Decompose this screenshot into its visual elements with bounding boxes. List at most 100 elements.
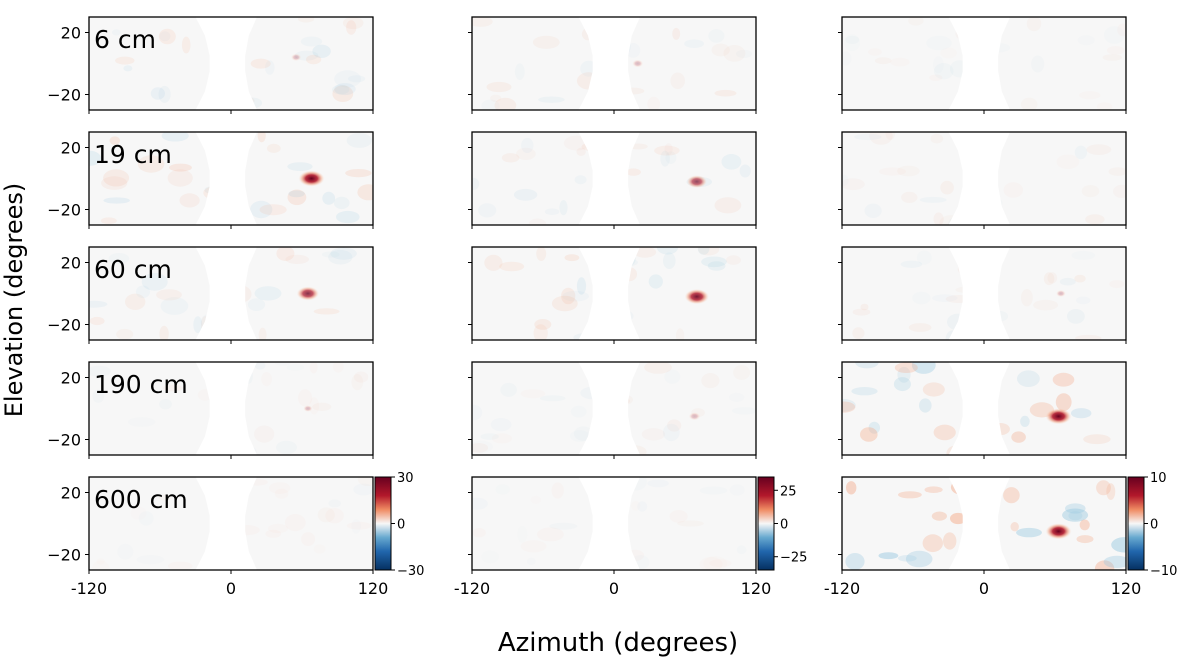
noise-blob — [1052, 372, 1075, 387]
noise-blob — [1057, 155, 1080, 170]
panel-r2-c2 — [838, 246, 1127, 344]
colorbar-tick-label: −25 — [780, 551, 807, 566]
noise-blob — [125, 293, 146, 310]
noise-blob — [265, 529, 282, 538]
x-tick-label: 0 — [226, 579, 236, 598]
hotspot — [688, 412, 701, 421]
noise-blob — [618, 395, 633, 405]
noise-blob — [89, 365, 112, 377]
noise-blob — [103, 197, 130, 204]
noise-blob — [898, 491, 922, 499]
noise-blob — [984, 96, 1002, 110]
noise-blob — [103, 169, 130, 187]
noise-blob — [983, 43, 1010, 53]
y-tick-label: 20 — [61, 369, 81, 388]
noise-blob — [551, 482, 564, 499]
noise-blob — [851, 387, 878, 396]
noise-blob — [332, 85, 354, 102]
noise-blob — [534, 319, 552, 330]
y-axis-label: Elevation (degrees) — [0, 182, 28, 418]
noise-blob — [312, 44, 331, 58]
noise-blob — [276, 440, 297, 455]
noise-blob — [916, 250, 932, 265]
noise-blob — [346, 133, 372, 148]
noise-blob — [662, 423, 680, 442]
noise-blob — [538, 96, 565, 103]
noise-blob — [730, 484, 745, 495]
noise-blob — [209, 390, 226, 407]
noise-blob — [667, 419, 682, 432]
noise-blob — [1107, 46, 1125, 55]
hotspot — [1056, 290, 1066, 297]
noise-blob — [179, 193, 200, 208]
noise-blob — [346, 521, 372, 530]
noise-blob — [332, 84, 350, 95]
noise-blob — [939, 215, 963, 225]
noise-blob — [644, 362, 672, 374]
noise-blob — [854, 133, 882, 141]
data-region-right — [998, 362, 1126, 455]
noise-blob — [1074, 145, 1088, 160]
noise-blob — [664, 143, 673, 156]
noise-blob — [610, 210, 631, 218]
noise-blob — [496, 484, 510, 494]
noise-blob — [890, 58, 909, 67]
noise-blob — [310, 361, 318, 373]
panel-r4-c0: 20 −20 -120 0 120 600 cm — [47, 476, 388, 598]
data-region-left — [842, 247, 963, 340]
noise-blob — [971, 194, 988, 210]
data-region-left — [89, 17, 210, 110]
noise-blob — [608, 28, 622, 35]
data-region-left — [472, 17, 593, 110]
noise-blob — [930, 133, 944, 144]
data-region-right — [628, 362, 756, 455]
noise-blob — [677, 520, 704, 527]
noise-blob — [733, 365, 751, 380]
noise-blob — [897, 555, 917, 562]
noise-blob — [1083, 434, 1111, 445]
noise-blob — [988, 198, 1003, 209]
noise-blob — [698, 247, 720, 256]
noise-blob — [701, 373, 720, 389]
noise-blob — [501, 153, 520, 163]
noise-blob — [980, 306, 994, 313]
noise-blob — [607, 309, 634, 323]
noise-blob — [670, 72, 685, 90]
noise-blob — [1096, 480, 1111, 496]
noise-blob — [300, 36, 323, 47]
row-label: 60 cm — [94, 255, 172, 284]
noise-blob — [621, 87, 645, 95]
panel-r3-c2 — [838, 361, 1127, 459]
noise-blob — [193, 316, 203, 334]
noise-blob — [878, 552, 899, 560]
noise-blob — [860, 427, 878, 442]
noise-blob — [160, 297, 189, 315]
noise-blob — [141, 272, 168, 291]
noise-blob — [250, 200, 273, 219]
noise-blob — [89, 300, 108, 308]
noise-blob — [1033, 299, 1059, 311]
noise-blob — [945, 330, 961, 340]
noise-blob — [894, 362, 918, 374]
noise-blob — [168, 562, 193, 571]
y-tick-label: −20 — [47, 201, 81, 220]
data-region-right — [628, 477, 756, 570]
noise-blob — [254, 362, 266, 370]
noise-blob — [929, 75, 942, 81]
noise-blob — [864, 203, 882, 218]
noise-blob — [301, 532, 315, 546]
noise-blob — [313, 308, 340, 315]
noise-blob — [533, 324, 548, 340]
noise-blob — [1031, 55, 1045, 73]
noise-blob — [897, 366, 911, 383]
data-region-right — [998, 17, 1126, 110]
noise-blob — [1011, 431, 1026, 443]
noise-blob — [1103, 555, 1126, 569]
panel-r1-c2 — [838, 131, 1127, 229]
noise-blob — [983, 537, 993, 551]
noise-blob — [531, 496, 542, 504]
noise-blob — [490, 418, 512, 432]
noise-blob — [244, 368, 253, 384]
colorbar-tick-label: 0 — [780, 518, 788, 533]
colorbar-tick-label: 0 — [1150, 518, 1158, 533]
